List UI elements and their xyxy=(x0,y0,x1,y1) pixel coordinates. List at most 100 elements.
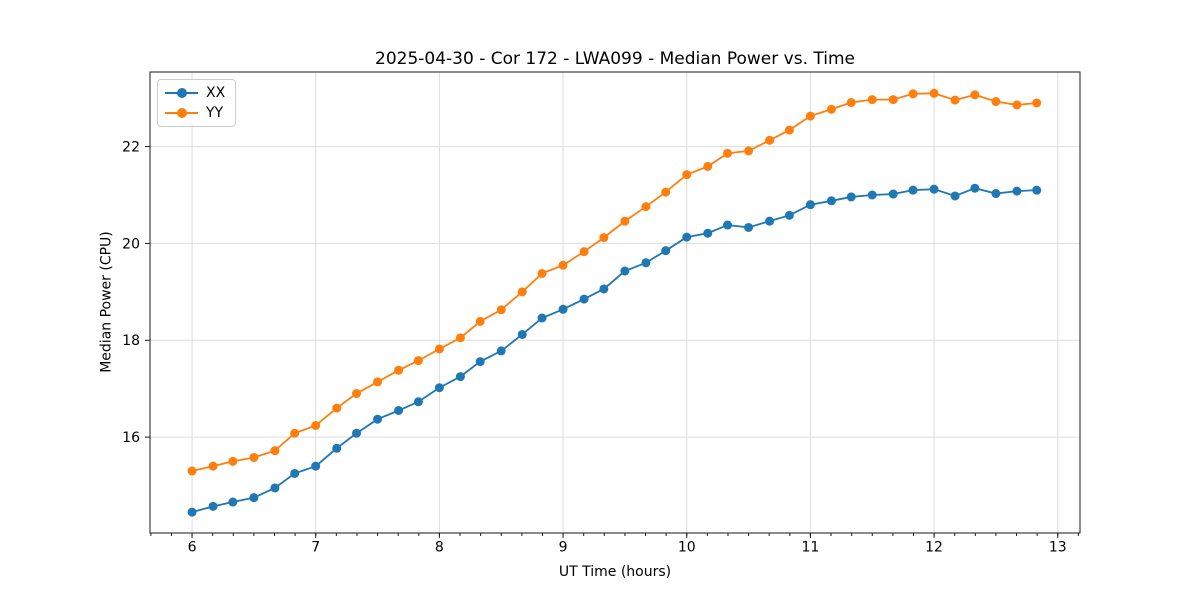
legend: XX YY xyxy=(157,79,237,127)
data-point xyxy=(784,210,794,220)
data-point xyxy=(496,346,506,356)
data-point xyxy=(929,88,939,98)
data-point xyxy=(496,305,506,315)
x-tick-label: 11 xyxy=(801,540,819,556)
x-tick-label: 6 xyxy=(188,540,197,556)
data-point xyxy=(744,146,754,156)
data-point xyxy=(249,493,259,503)
x-tick-label: 10 xyxy=(678,540,696,556)
axis-ticks xyxy=(145,146,1079,538)
axes-spines xyxy=(149,71,1081,534)
data-point xyxy=(765,216,775,226)
data-point xyxy=(888,95,898,105)
data-point xyxy=(413,356,423,366)
data-point xyxy=(846,98,856,108)
data-point xyxy=(908,185,918,195)
data-point xyxy=(332,403,342,413)
x-tick-label: 8 xyxy=(435,540,444,556)
data-point xyxy=(373,377,383,387)
data-point xyxy=(290,468,300,478)
series-line xyxy=(191,92,1037,472)
x-axis-label: UT Time (hours) xyxy=(558,564,672,580)
data-point xyxy=(558,260,568,270)
data-point xyxy=(661,246,671,256)
y-tick-label: 22 xyxy=(122,139,140,155)
data-point xyxy=(703,161,713,171)
data-point xyxy=(1032,185,1042,195)
data-point xyxy=(270,483,280,493)
data-point xyxy=(826,104,836,114)
x-tick-label: 9 xyxy=(559,540,568,556)
data-point xyxy=(950,191,960,201)
data-point xyxy=(537,313,547,323)
data-point xyxy=(661,187,671,197)
data-point xyxy=(579,294,589,304)
data-point xyxy=(208,461,218,471)
data-point xyxy=(187,507,197,517)
data-point xyxy=(888,189,898,199)
legend-item-yy: YY xyxy=(165,103,225,123)
data-point xyxy=(537,268,547,278)
data-point xyxy=(187,466,197,476)
data-point xyxy=(784,125,794,135)
axis-tick-labels: 6 7 8 9 10 11 12 13 16 18 20 22 xyxy=(122,139,1066,555)
data-point xyxy=(228,456,238,466)
legend-item-xx: XX xyxy=(165,83,225,103)
grid xyxy=(150,72,1080,533)
data-point xyxy=(991,97,1001,107)
data-point xyxy=(682,170,692,180)
data-point xyxy=(270,446,280,456)
y-tick-label: 20 xyxy=(122,236,140,252)
data-point xyxy=(805,200,815,210)
data-point xyxy=(641,258,651,268)
data-point xyxy=(805,111,815,121)
data-point xyxy=(703,228,713,238)
data-point xyxy=(991,189,1001,199)
data-point xyxy=(394,365,404,375)
y-tick-label: 18 xyxy=(122,333,140,349)
data-point xyxy=(826,196,836,206)
data-point xyxy=(394,405,404,415)
legend-label-yy: YY xyxy=(206,105,224,121)
data-point xyxy=(846,192,856,202)
data-point xyxy=(1012,100,1022,110)
data-point xyxy=(970,90,980,100)
series-XX xyxy=(187,183,1042,517)
legend-line-marker-icon xyxy=(165,108,198,118)
x-tick-label: 7 xyxy=(311,540,320,556)
data-point xyxy=(970,183,980,193)
legend-label-xx: XX xyxy=(206,85,226,101)
data-point xyxy=(517,287,527,297)
data-point xyxy=(558,304,568,314)
data-point xyxy=(641,202,651,212)
series-YY xyxy=(187,88,1042,476)
data-point xyxy=(434,344,444,354)
data-point xyxy=(413,397,423,407)
data-point xyxy=(929,184,939,194)
data-point xyxy=(765,135,775,145)
data-point xyxy=(579,247,589,257)
data-point xyxy=(723,148,733,158)
x-tick-label: 13 xyxy=(1049,540,1067,556)
data-point xyxy=(455,333,465,343)
data-point xyxy=(228,497,238,507)
data-point xyxy=(620,216,630,226)
data-point xyxy=(352,428,362,438)
data-point xyxy=(867,190,877,200)
data-point xyxy=(373,414,383,424)
y-axis-label: Median Power (CPU) xyxy=(98,231,115,373)
data-point xyxy=(620,266,630,276)
x-tick-label: 12 xyxy=(925,540,943,556)
y-tick-label: 16 xyxy=(122,430,140,446)
data-point xyxy=(744,222,754,232)
data-point xyxy=(475,357,485,367)
data-point xyxy=(599,233,609,243)
data-point xyxy=(434,383,444,393)
data-point xyxy=(311,461,321,471)
data-point xyxy=(723,220,733,230)
data-point xyxy=(249,452,259,462)
data-point xyxy=(332,443,342,453)
data-point xyxy=(290,428,300,438)
chart-title: 2025-04-30 - Cor 172 - LWA099 - Median P… xyxy=(375,49,855,69)
